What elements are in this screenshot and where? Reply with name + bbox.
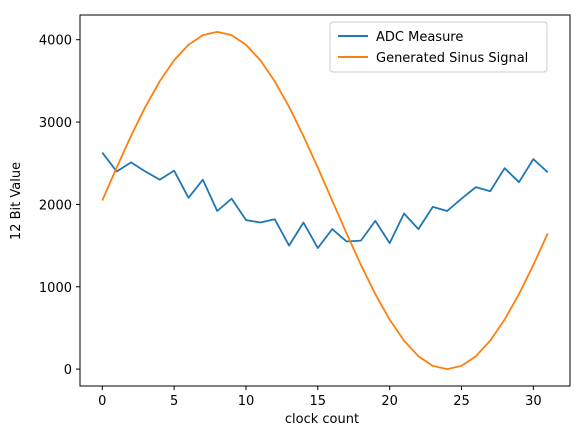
legend: ADC Measure Generated Sinus Signal (329, 21, 548, 73)
x-axis-label: clock count (285, 412, 359, 427)
x-tick-label: 25 (453, 394, 470, 409)
series-line-generated-sinus-signal (101, 30, 549, 371)
y-tick-label: 1000 (39, 281, 72, 296)
y-axis-label: 12 Bit Value (9, 162, 24, 240)
x-tick-label: 0 (98, 394, 106, 409)
y-tick-label: 3000 (39, 116, 72, 131)
ticks-layer: 0 5 10 15 20 25 30 0 1000 2000 3000 4000 (39, 34, 542, 409)
series-line-adc-measure (101, 151, 549, 249)
x-tick-label: 10 (238, 394, 255, 409)
legend-box (329, 21, 548, 73)
x-tick-label: 20 (381, 394, 398, 409)
series-layer (101, 30, 549, 371)
x-tick-label: 15 (310, 394, 327, 409)
y-tick-label: 0 (64, 363, 72, 378)
y-tick-label: 4000 (39, 34, 72, 49)
legend-label-adc-measure: ADC Measure (376, 30, 463, 45)
x-tick-label: 5 (170, 394, 178, 409)
y-tick-label: 2000 (39, 198, 72, 213)
legend-label-generated-sinus-signal: Generated Sinus Signal (376, 51, 528, 66)
plot-area (79, 14, 571, 387)
x-tick-label: 30 (525, 394, 542, 409)
